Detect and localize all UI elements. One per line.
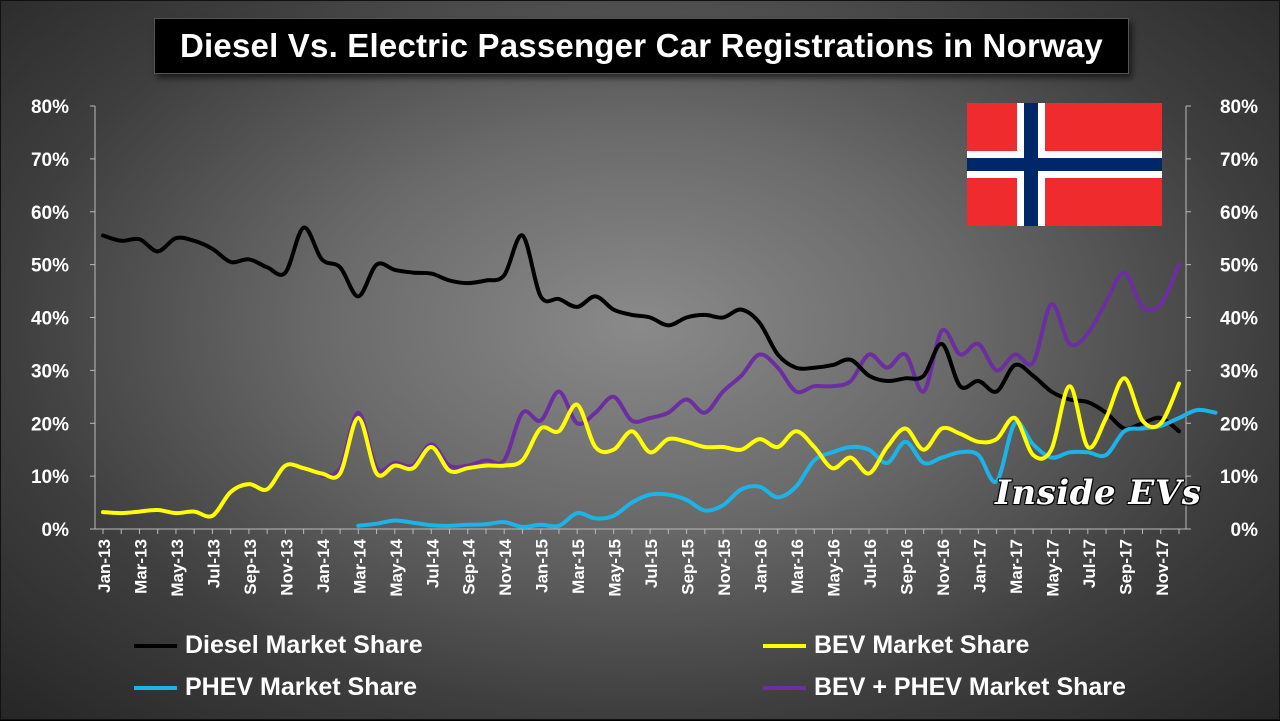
legend-item-bev[interactable]: BEV Market Share bbox=[763, 631, 1029, 660]
x-tick-label: Sep-13 bbox=[241, 539, 260, 595]
y-tick-label-left: 30% bbox=[31, 361, 69, 382]
y-tick-label-right: 40% bbox=[1220, 309, 1258, 330]
y-tick-label-right: 50% bbox=[1220, 256, 1258, 277]
x-tick-label: Mar-16 bbox=[788, 539, 807, 594]
series-line-diesel bbox=[101, 225, 1181, 434]
y-tick-label-right: 80% bbox=[1220, 97, 1258, 118]
x-tick-label: May-17 bbox=[1043, 539, 1062, 597]
x-tick-label: Jul-14 bbox=[423, 538, 442, 588]
x-tick-label: Jan-15 bbox=[533, 539, 552, 593]
x-tick-label: Jul-15 bbox=[642, 539, 661, 588]
y-tick-label-left: 80% bbox=[31, 97, 69, 118]
y-tick-label-left: 50% bbox=[31, 256, 69, 277]
legend-label-diesel: Diesel Market Share bbox=[185, 631, 423, 659]
y-tick-label-left: 60% bbox=[31, 203, 69, 224]
x-tick-label: Nov-13 bbox=[277, 539, 296, 596]
legend-item-diesel[interactable]: Diesel Market Share bbox=[134, 631, 423, 660]
x-tick-label: Nov-14 bbox=[496, 538, 515, 595]
legend-swatch-phev bbox=[134, 685, 177, 690]
y-tick-label-right: 60% bbox=[1220, 203, 1258, 224]
x-tick-label: May-15 bbox=[606, 539, 625, 597]
x-tick-label: May-16 bbox=[824, 539, 843, 597]
y-tick-label-left: 40% bbox=[31, 309, 69, 330]
legend-swatch-bev bbox=[763, 643, 806, 648]
x-tick-label: May-14 bbox=[387, 538, 406, 596]
legend-item-phev[interactable]: PHEV Market Share bbox=[134, 673, 417, 702]
x-tick-label: Nov-17 bbox=[1153, 539, 1172, 596]
x-tick-label: Jul-13 bbox=[204, 539, 223, 588]
legend-swatch-diesel bbox=[134, 643, 177, 648]
x-tick-label: Mar-15 bbox=[569, 539, 588, 594]
x-tick-label: Sep-15 bbox=[679, 539, 698, 595]
x-tick-label: Jul-17 bbox=[1080, 539, 1099, 588]
legend-swatch-combined bbox=[763, 685, 806, 690]
x-tick-label: Nov-15 bbox=[715, 539, 734, 596]
x-tick-label: Jan-14 bbox=[314, 538, 333, 592]
chart-title-box: Diesel Vs. Electric Passenger Car Regist… bbox=[154, 18, 1129, 74]
chart-title: Diesel Vs. Electric Passenger Car Regist… bbox=[180, 27, 1103, 64]
y-tick-label-right: 0% bbox=[1231, 520, 1259, 541]
legend-item-combined[interactable]: BEV + PHEV Market Share bbox=[763, 673, 1126, 702]
legend-label-phev: PHEV Market Share bbox=[185, 673, 418, 701]
y-tick-label-left: 70% bbox=[31, 150, 69, 171]
legend-label-combined: BEV + PHEV Market Share bbox=[814, 673, 1126, 701]
series-line-bev bbox=[101, 376, 1181, 519]
y-tick-label-right: 10% bbox=[1220, 467, 1258, 488]
x-tick-label: May-13 bbox=[168, 539, 187, 597]
x-tick-label: Jan-13 bbox=[95, 539, 114, 593]
x-tick-label: Jul-16 bbox=[861, 539, 880, 588]
x-tick-label: Jan-16 bbox=[752, 539, 771, 593]
x-tick-label: Nov-16 bbox=[934, 539, 953, 596]
legend-label-bev: BEV Market Share bbox=[814, 631, 1030, 659]
y-tick-label-left: 0% bbox=[42, 520, 70, 541]
x-tick-label: Sep-17 bbox=[1116, 539, 1135, 595]
y-tick-label-left: 10% bbox=[31, 467, 69, 488]
x-tick-label: Mar-13 bbox=[131, 539, 150, 594]
y-tick-label-right: 20% bbox=[1220, 414, 1258, 435]
y-tick-label-right: 70% bbox=[1220, 150, 1258, 171]
x-tick-label: Jan-17 bbox=[970, 539, 989, 593]
y-tick-label-left: 20% bbox=[31, 414, 69, 435]
series-line-phev bbox=[356, 407, 1218, 529]
y-tick-label-right: 30% bbox=[1220, 361, 1258, 382]
x-tick-label: Mar-17 bbox=[1007, 539, 1026, 594]
x-tick-label: Sep-16 bbox=[897, 539, 916, 595]
series-line-combined bbox=[319, 262, 1181, 479]
norway-flag-icon bbox=[967, 103, 1162, 226]
inside-evs-watermark: Inside EVs bbox=[995, 473, 1202, 513]
x-tick-label: Mar-14 bbox=[350, 538, 369, 593]
x-tick-label: Sep-14 bbox=[460, 538, 479, 594]
